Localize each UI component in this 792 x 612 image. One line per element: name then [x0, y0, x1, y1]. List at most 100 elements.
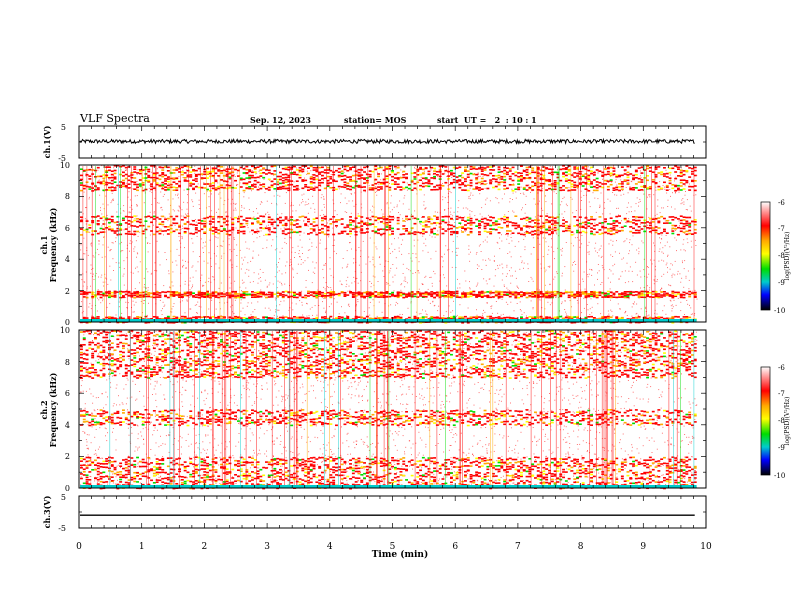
spectral-speckle — [690, 307, 692, 309]
spectral-speckle — [183, 189, 185, 191]
spectral-band-cell — [172, 322, 176, 324]
spectral-band-cell — [130, 225, 134, 227]
spectral-band-cell — [450, 291, 453, 293]
spectral-speckle — [131, 241, 133, 243]
spectral-speckle — [369, 209, 371, 211]
spectral-speckle — [629, 242, 630, 244]
spectral-speckle — [280, 228, 282, 230]
spectral-band-cell — [570, 291, 574, 293]
spectral-band-cell — [458, 316, 462, 318]
spectral-band-cell — [416, 291, 420, 293]
spectral-speckle — [469, 194, 471, 196]
spectral-band-cell — [405, 295, 408, 297]
spectral-speckle — [90, 244, 92, 246]
spectral-speckle — [647, 266, 648, 267]
spectral-band-cell — [573, 295, 577, 297]
spectral-speckle — [415, 272, 416, 274]
spectral-band-cell — [634, 291, 638, 293]
spectral-band-cell — [606, 228, 610, 230]
spectral-speckle — [194, 304, 196, 306]
spectral-band-cell — [391, 293, 394, 296]
spectral-speckle — [653, 283, 655, 285]
spectral-speckle — [572, 264, 573, 266]
spectral-band-cell — [133, 291, 137, 293]
spectral-speckle — [566, 315, 568, 317]
spectral-speckle — [186, 214, 187, 216]
spectral-band-cell — [576, 229, 579, 232]
spectral-speckle — [615, 178, 617, 180]
spectral-speckle — [688, 288, 690, 290]
spectral-speckle — [120, 169, 122, 171]
spectral-speckle — [656, 280, 658, 282]
spectral-speckle — [603, 202, 605, 204]
spectral-band-cell — [166, 290, 170, 293]
spectral-band-cell — [349, 232, 352, 235]
spectral-speckle — [147, 289, 149, 291]
spectral-band-cell — [506, 224, 509, 227]
spectral-speckle — [590, 230, 592, 231]
spectral-band-cell — [267, 296, 271, 298]
spectral-band-cell — [564, 316, 568, 319]
spectral-speckle — [236, 185, 237, 186]
spectral-band-cell — [654, 295, 658, 297]
spectral-speckle — [202, 285, 204, 287]
spectral-speckle — [573, 233, 575, 235]
spectral-speckle — [596, 252, 598, 254]
spectral-band-cell — [237, 217, 240, 220]
spectral-speckle — [269, 179, 271, 181]
spectral-speckle — [538, 200, 540, 202]
spectral-speckle — [561, 254, 563, 256]
spectral-band-cell — [587, 294, 591, 297]
spectral-band-cell — [150, 216, 153, 219]
spectral-speckle — [336, 253, 337, 255]
spectral-speckle — [309, 238, 311, 240]
spectral-band-cell — [80, 293, 83, 295]
spectral-speckle — [103, 208, 105, 210]
spectral-band-cell — [312, 221, 316, 223]
spectral-band-cell — [427, 218, 431, 220]
spectral-band-cell — [548, 229, 551, 232]
spectral-speckle — [375, 186, 377, 188]
spectral-speckle — [94, 275, 96, 277]
spectral-speckle — [683, 286, 685, 288]
spectral-speckle — [312, 261, 314, 263]
spectral-band-cell — [483, 225, 487, 228]
spectral-speckle — [430, 217, 432, 219]
spectral-speckle — [136, 256, 137, 258]
spectral-speckle — [323, 307, 325, 309]
spectral-speckle — [479, 293, 481, 295]
spectral-speckle — [501, 198, 503, 200]
spectral-band-cell — [377, 232, 380, 235]
spectral-speckle — [627, 192, 629, 194]
spectral-band-cell — [192, 292, 195, 294]
spectral-speckle — [504, 180, 506, 182]
spectral-speckle — [243, 207, 245, 209]
spectral-speckle — [356, 304, 357, 306]
spectral-speckle — [301, 194, 303, 196]
spectral-speckle — [290, 237, 292, 239]
spectral-speckle — [397, 303, 399, 305]
spectral-band-cell — [251, 217, 254, 220]
spectral-band-cell — [175, 292, 179, 294]
spectral-band-cell — [578, 216, 582, 218]
spectral-speckle — [258, 170, 260, 172]
spectral-band-cell — [379, 296, 383, 298]
spectral-band-cell — [206, 292, 209, 294]
spectral-band-cell — [508, 293, 512, 295]
spectral-band-cell — [646, 295, 649, 298]
spectral-speckle — [404, 286, 406, 288]
spectral-band-cell — [88, 227, 92, 229]
spectral-speckle — [83, 191, 85, 193]
spectral-band-cell — [637, 321, 641, 324]
spectral-speckle — [277, 315, 278, 317]
spectral-band-cell — [663, 228, 666, 231]
spectral-band-cell — [651, 229, 655, 232]
spectral-speckle — [297, 245, 299, 247]
spectral-band-cell — [531, 226, 535, 228]
spectral-band-cell — [203, 217, 207, 220]
spectral-speckle — [524, 236, 526, 238]
spectral-band-cell — [578, 225, 582, 228]
spectral-speckle — [668, 284, 669, 286]
spectral-speckle — [552, 218, 554, 220]
spectral-speckle — [650, 220, 652, 222]
